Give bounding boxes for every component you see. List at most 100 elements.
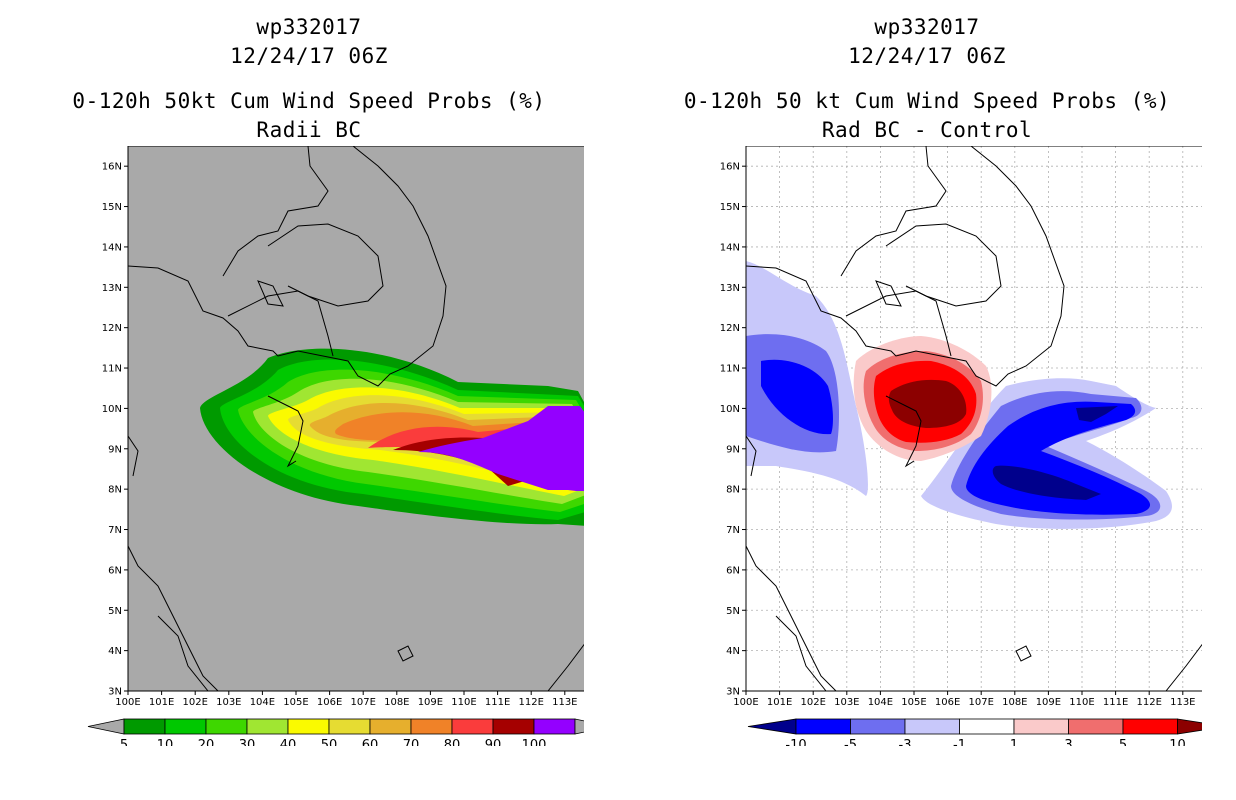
neg-10-blob-east-north [1076,406,1118,422]
colorbar-label: 60 [362,738,379,746]
lon-tick-label: 110E [1069,697,1094,708]
colorbar-segment [164,718,207,735]
lon-tick-label: 101E [149,697,174,708]
lat-tick-label: 12N [102,323,122,334]
colorbar-label: 1 [1010,738,1018,746]
lon-tick-label: 106E [317,697,342,708]
lat-tick-label: 15N [102,202,122,213]
neg-10-blob-east-south [992,465,1101,500]
lat-tick-label: 9N [108,444,122,455]
colorbar-label: 40 [280,738,297,746]
lon-tick-label: 111E [485,697,510,708]
colorbar-label: 20 [198,738,215,746]
lat-tick-label: 16N [102,162,122,173]
lon-tick-label: 108E [1002,697,1027,708]
lon-tick-label: 102E [182,697,207,708]
storm-id-title: wp332017 [874,15,980,39]
lon-tick-label: 105E [901,697,926,708]
storm-id-title: wp332017 [256,15,362,39]
colorbar-segment [1122,718,1178,735]
lon-tick-label: 113E [1170,697,1195,708]
lon-tick-label: 108E [384,697,409,708]
pos-10-blob [888,379,967,428]
lat-tick-label: 13N [720,283,740,294]
lat-tick-label: 4N [726,646,740,657]
lon-tick-label: 107E [968,697,993,708]
colorbar-label: 80 [444,738,461,746]
colorbar-label: -1 [953,738,966,746]
colorbar-label: -10 [785,738,806,746]
colorbar-segment [246,718,289,735]
lon-tick-label: 103E [216,697,241,708]
datetime-title: 12/24/17 06Z [230,44,388,68]
colorbar-segment [123,718,166,735]
colorbar-segment [959,718,1015,735]
colorbar-triangle-high [574,718,584,735]
colorbar-segment [205,718,248,735]
colorbar-label: 100 [522,738,547,746]
lon-tick-label: 111E [1103,697,1128,708]
colorbar-label: 90 [485,738,502,746]
lat-tick-label: 9N [726,444,740,455]
colorbar-segment [904,718,960,735]
colorbar-label: 5 [1119,738,1127,746]
lat-tick-label: 6N [726,565,740,576]
colorbar-segment [1068,718,1124,735]
colorbar-label: 10 [157,738,174,746]
lon-tick-label: 102E [800,697,825,708]
lon-tick-label: 112E [1136,697,1161,708]
colorbar-label: 30 [239,738,256,746]
colorbar-segment [328,718,371,735]
lon-tick-label: 101E [767,697,792,708]
colorbar-label: 70 [403,738,420,746]
lat-tick-label: 5N [726,606,740,617]
lon-tick-label: 104E [250,697,275,708]
lat-tick-label: 6N [108,565,122,576]
probability-contours [200,348,584,526]
plot-title: 0-120h 50 kt Cum Wind Speed Probs (%) [683,89,1171,113]
colorbar-label: -5 [844,738,857,746]
colorbar-segment [287,718,330,735]
colorbar-label: 50 [321,738,338,746]
plot-title: 0-120h 50kt Cum Wind Speed Probs (%) [72,89,546,113]
colorbar-label: 10 [1169,738,1186,746]
coastline [746,146,1202,691]
contour-100 [418,406,584,491]
colorbar: 5 10 20 30 40 50 60 70 80 90 100 [87,718,584,746]
colorbar-label: -3 [899,738,912,746]
grid-lines [745,146,1202,692]
plot-subtitle: Radii BC [256,118,362,142]
colorbar-segment [795,718,851,735]
lat-tick-label: 13N [102,283,122,294]
lon-tick-label: 109E [1036,697,1061,708]
colorbar-label: 3 [1064,738,1072,746]
lat-tick-label: 8N [108,485,122,496]
lat-tick-label: 5N [108,606,122,617]
datetime-title: 12/24/17 06Z [848,44,1006,68]
lat-tick-label: 7N [726,525,740,536]
lat-tick-label: 16N [720,162,740,173]
colorbar-segment [1013,718,1069,735]
lat-tick-label: 3N [726,687,740,698]
lat-tick-label: 10N [720,404,740,415]
right-panel: wp332017 12/24/17 06Z 0-120h 50 kt Cum W… [618,0,1236,800]
lat-tick-label: 4N [108,646,122,657]
colorbar-triangle-low [747,718,797,735]
coastline [128,146,584,691]
lon-tick-label: 103E [834,697,859,708]
colorbar-segment [492,718,535,735]
lon-tick-label: 100E [733,697,758,708]
lon-tick-label: 106E [935,697,960,708]
difference-contours [746,261,1172,529]
lon-tick-label: 112E [518,697,543,708]
colorbar: -10 -5 -3 -1 1 3 5 10 [747,718,1202,746]
lon-tick-label: 104E [868,697,893,708]
lat-tick-label: 10N [102,404,122,415]
plot-subtitle: Rad BC - Control [821,118,1033,142]
lat-tick-label: 12N [720,323,740,334]
colorbar-triangle-low [87,718,125,735]
lon-tick-label: 100E [115,697,140,708]
